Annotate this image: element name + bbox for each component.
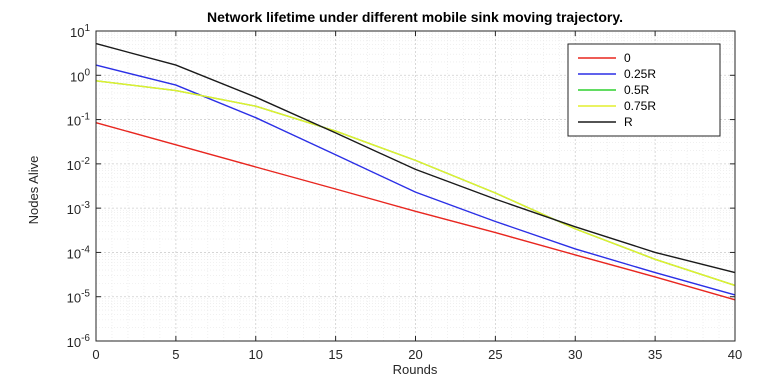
x-tick-label: 35 (648, 347, 662, 362)
x-tick-label: 30 (568, 347, 582, 362)
y-tick-label: 100 (70, 67, 90, 84)
legend-entry-0: 0 (624, 51, 631, 65)
legend-entry-4: R (624, 115, 633, 129)
y-tick-label: 10-2 (67, 156, 91, 173)
y-tick-label: 10-1 (67, 112, 91, 129)
series-line-0 (95, 122, 736, 301)
x-tick-label: 15 (328, 347, 342, 362)
series-line-3 (95, 80, 736, 287)
y-axis-label: Nodes Alive (26, 156, 41, 225)
chart-title: Network lifetime under different mobile … (207, 9, 623, 25)
y-tick-label: 10-6 (67, 333, 91, 350)
series-line-4 (95, 42, 736, 274)
x-axis-label: Rounds (393, 362, 438, 374)
x-tick-label: 0 (92, 347, 99, 362)
legend-entry-3: 0.75R (624, 99, 656, 113)
x-tick-label: 40 (728, 347, 742, 362)
y-tick-label: 10-4 (67, 244, 91, 261)
x-tick-label: 20 (408, 347, 422, 362)
y-tick-label: 10-3 (67, 200, 91, 217)
x-tick-label: 10 (249, 347, 263, 362)
x-tick-label: 25 (488, 347, 502, 362)
plot-area: 0 5 10 15 20 25 30 35 40 10-6 10-5 10-4 10-3 10-2 10-1… (67, 23, 743, 362)
legend: 0 0.25R 0.5R 0.75R R (567, 43, 721, 137)
y-tick-label: 10-5 (67, 289, 91, 306)
legend-entry-2: 0.5R (624, 83, 650, 97)
legend-entry-1: 0.25R (624, 67, 656, 81)
y-tick-label: 101 (70, 23, 90, 40)
x-tick-label: 5 (172, 347, 179, 362)
